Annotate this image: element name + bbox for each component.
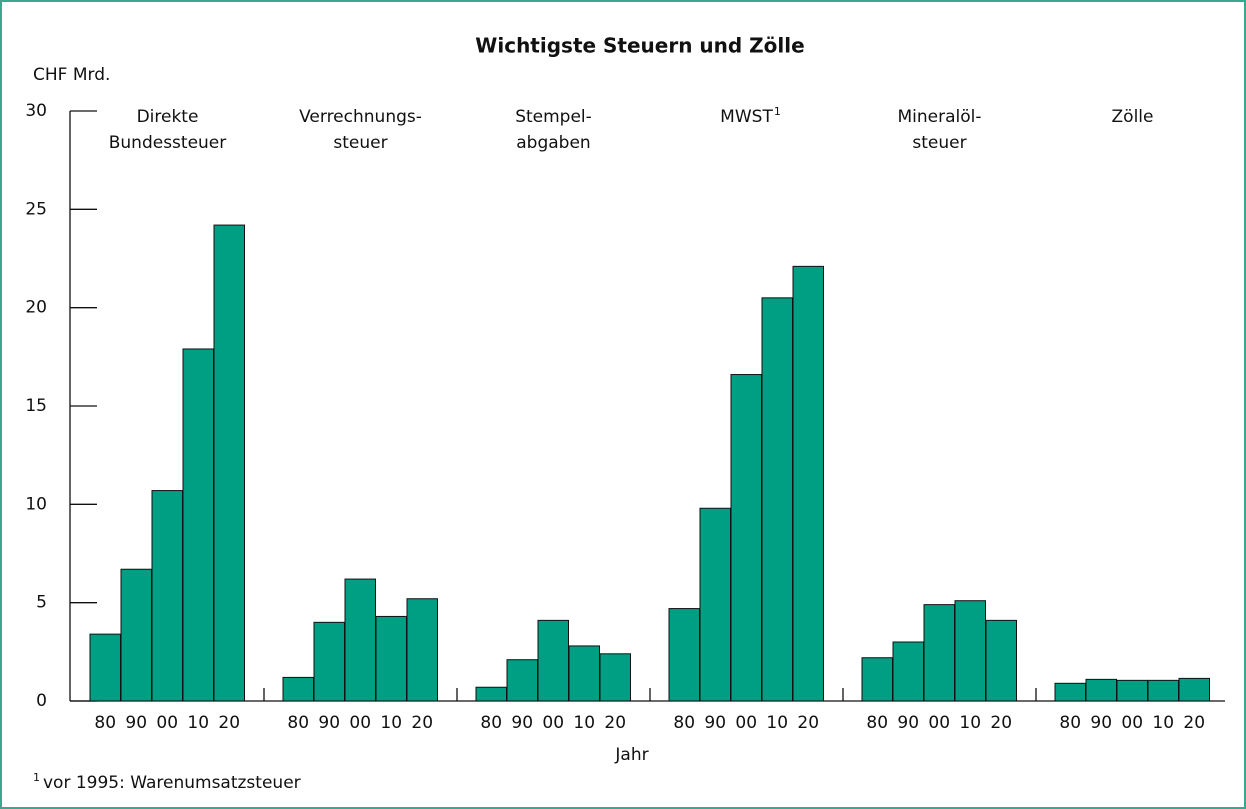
x-tick-label: 10 xyxy=(573,713,595,733)
x-tick-label: 90 xyxy=(511,713,533,733)
x-tick-label: 20 xyxy=(797,713,819,733)
bar xyxy=(506,659,538,702)
group-label: MWST xyxy=(720,107,773,127)
x-tick-label: 90 xyxy=(704,713,726,733)
group-label: Bundessteuer xyxy=(109,133,227,153)
group-label: abgaben xyxy=(516,133,590,153)
bar xyxy=(1178,677,1210,702)
x-tick-label: 20 xyxy=(604,713,626,733)
x-tick-label: 00 xyxy=(928,713,950,733)
y-tick-label: 5 xyxy=(36,593,47,613)
x-tick-label: 80 xyxy=(287,713,309,733)
group-label: Verrechnungs- xyxy=(299,107,422,127)
x-tick-label: 90 xyxy=(125,713,147,733)
group-label: steuer xyxy=(333,133,387,153)
footnote-mark: 1 xyxy=(33,771,40,784)
x-tick-label: 10 xyxy=(766,713,788,733)
bar xyxy=(213,224,245,702)
bar xyxy=(861,657,893,702)
y-tick-label: 25 xyxy=(25,199,47,219)
x-tick-label: 20 xyxy=(1183,713,1205,733)
x-tick-label: 10 xyxy=(1152,713,1174,733)
x-tick-label: 90 xyxy=(897,713,919,733)
footnote: vor 1995: Warenumsatzsteuer xyxy=(43,773,301,793)
bar xyxy=(89,633,121,702)
y-tick-label: 15 xyxy=(25,396,47,416)
y-tick-label: 20 xyxy=(25,298,47,318)
bar xyxy=(406,598,438,702)
bar xyxy=(120,568,152,702)
x-tick-label: 80 xyxy=(1059,713,1081,733)
bar xyxy=(182,348,214,702)
x-axis-label: Jahr xyxy=(614,745,648,765)
x-tick-label: 10 xyxy=(187,713,209,733)
group-label: Direkte xyxy=(137,107,199,127)
bar xyxy=(1147,679,1179,702)
bar xyxy=(730,374,762,702)
bar xyxy=(344,578,376,702)
y-tick-label: 0 xyxy=(36,691,47,711)
bar xyxy=(923,604,955,702)
bar xyxy=(599,653,631,702)
footnote-mark: 1 xyxy=(774,105,781,118)
x-tick-label: 10 xyxy=(380,713,402,733)
y-axis-label: CHF Mrd. xyxy=(33,65,110,85)
x-tick-label: 90 xyxy=(1090,713,1112,733)
bar xyxy=(475,686,507,702)
x-tick-label: 80 xyxy=(94,713,116,733)
y-tick-label: 10 xyxy=(25,494,47,514)
bar xyxy=(699,507,731,702)
x-tick-label: 80 xyxy=(673,713,695,733)
bar xyxy=(568,645,600,702)
x-tick-label: 00 xyxy=(1121,713,1143,733)
bar xyxy=(537,619,569,702)
x-tick-label: 20 xyxy=(990,713,1012,733)
x-tick-label: 90 xyxy=(318,713,340,733)
x-tick-label: 00 xyxy=(349,713,371,733)
x-tick-label: 00 xyxy=(156,713,178,733)
bar xyxy=(1054,682,1086,702)
x-tick-label: 20 xyxy=(218,713,240,733)
y-tick-label: 30 xyxy=(25,101,47,121)
x-tick-label: 20 xyxy=(411,713,433,733)
group-label: Zölle xyxy=(1112,107,1154,127)
x-tick-label: 00 xyxy=(735,713,757,733)
x-tick-label: 80 xyxy=(866,713,888,733)
bar xyxy=(668,608,700,702)
bar xyxy=(1085,678,1117,702)
bar xyxy=(892,641,924,702)
bar xyxy=(282,676,314,702)
chart-title: Wichtigste Steuern und Zölle xyxy=(475,34,804,58)
group-label: steuer xyxy=(912,133,966,153)
bar xyxy=(792,265,824,702)
x-tick-label: 10 xyxy=(959,713,981,733)
bar xyxy=(985,619,1017,702)
x-tick-label: 00 xyxy=(542,713,564,733)
bar xyxy=(761,297,793,702)
bar xyxy=(1116,679,1148,702)
bar xyxy=(151,490,183,702)
x-tick-label: 80 xyxy=(480,713,502,733)
bar xyxy=(954,600,986,702)
bar xyxy=(375,615,407,702)
group-label: Stempel- xyxy=(515,107,592,127)
bar xyxy=(313,621,345,702)
group-label: Mineralöl- xyxy=(897,107,981,127)
